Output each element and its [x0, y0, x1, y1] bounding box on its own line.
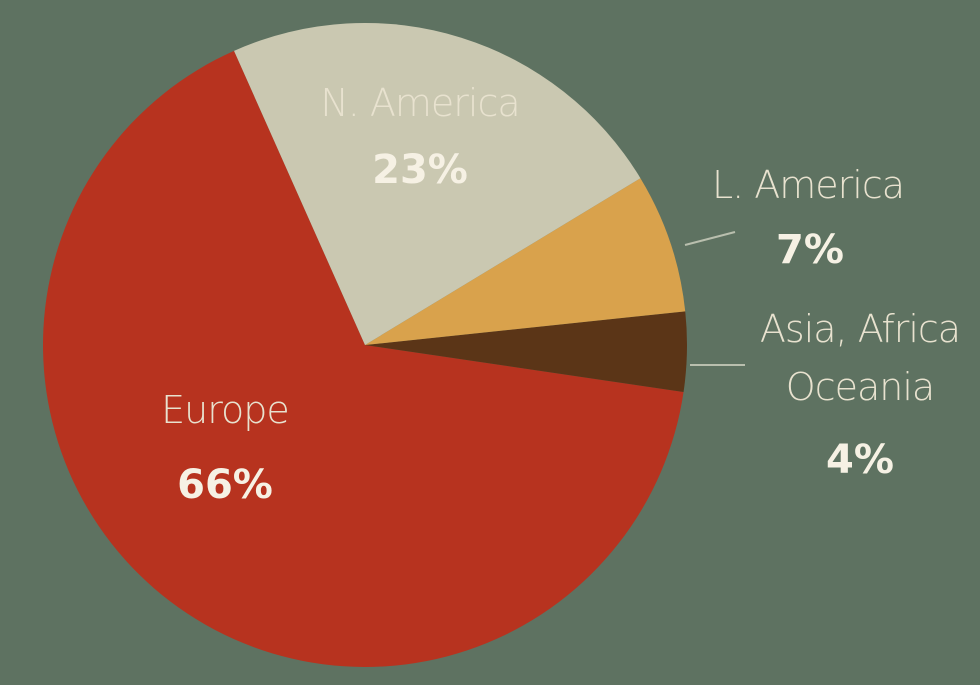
value-label: 7% [776, 227, 844, 273]
slice-label: N. America [320, 81, 520, 125]
pie-slice [365, 178, 686, 345]
value-label: 23% [372, 147, 468, 193]
pie-slice [42, 50, 684, 667]
pie-slice [365, 311, 687, 393]
slice-label: Europe [161, 388, 290, 432]
pie-slice [234, 23, 641, 346]
slice-label: L. America [711, 163, 905, 207]
value-label: 66% [177, 462, 273, 508]
slice-label: Asia, Africa Oceania [759, 307, 961, 409]
value-label: 4% [826, 437, 894, 483]
leader-line [684, 231, 736, 246]
